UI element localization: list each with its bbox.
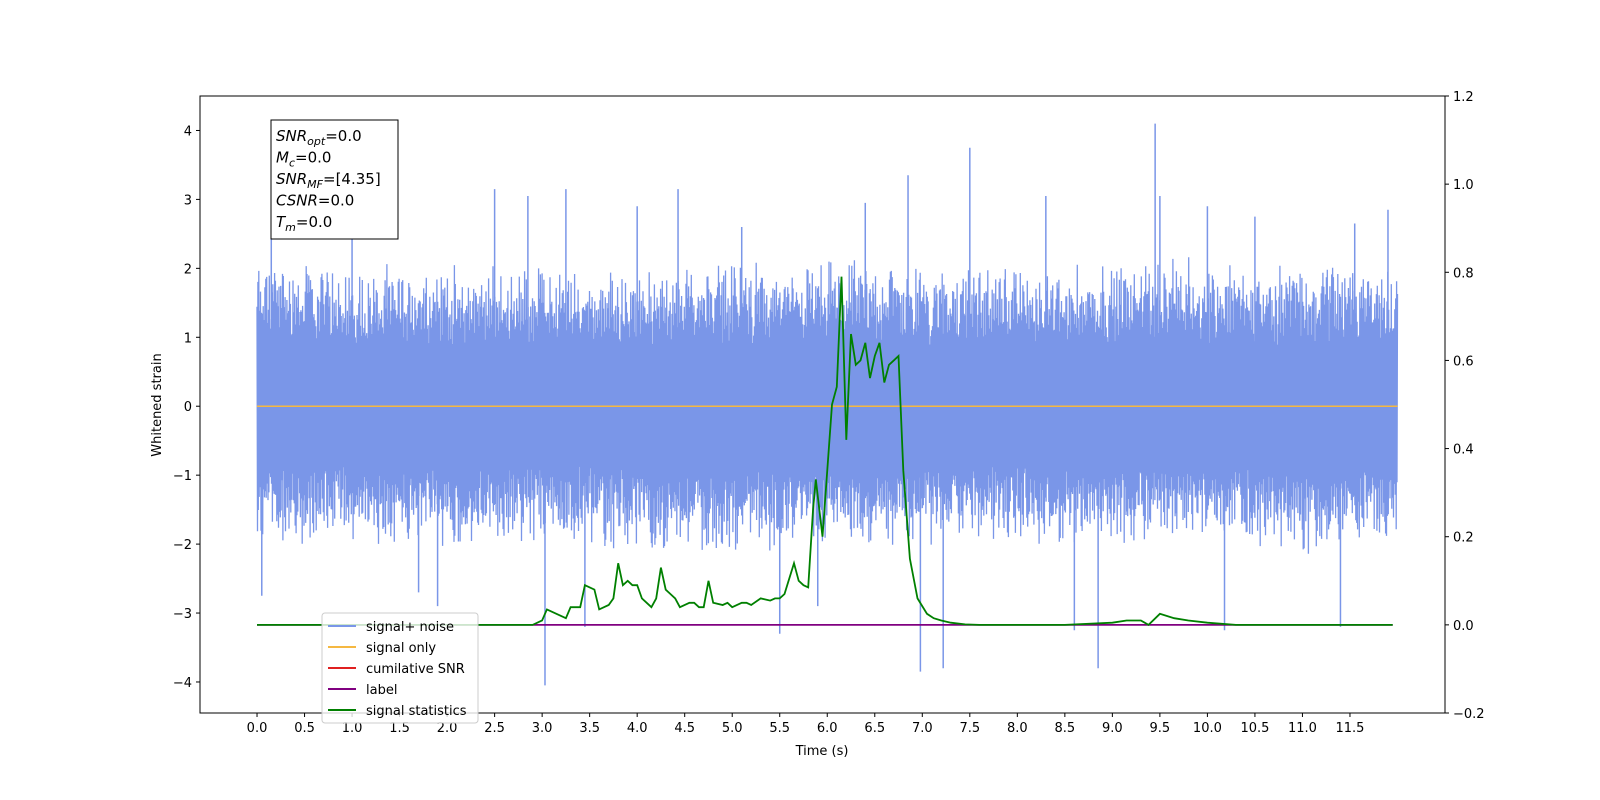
x-tick-label: 4.5 bbox=[674, 721, 695, 736]
x-tick-label: 3.5 bbox=[579, 721, 600, 736]
x-tick-label: 8.5 bbox=[1055, 721, 1076, 736]
legend-entry-label: label bbox=[366, 683, 397, 698]
x-tick-label: 11.0 bbox=[1288, 721, 1317, 736]
x-tick-label: 9.5 bbox=[1150, 721, 1171, 736]
x-tick-label: 5.0 bbox=[722, 721, 743, 736]
annotation-line: Tm=0.0 bbox=[276, 213, 332, 234]
annotation-subscript: m bbox=[285, 221, 296, 234]
y2-tick-label: 1.2 bbox=[1453, 90, 1474, 105]
y2-tick-label: 0.2 bbox=[1453, 531, 1474, 546]
stats-annotation-box: SNRopt=0.0Mc=0.0SNRMF=[4.35]CSNR=0.0Tm=0… bbox=[270, 119, 399, 240]
x-axis-label: Time (s) bbox=[795, 744, 849, 759]
annotation-value: =0.0 bbox=[318, 192, 354, 210]
plot-frame bbox=[199, 95, 1446, 714]
x-tick-label: 4.0 bbox=[627, 721, 648, 736]
y-tick-label: −3 bbox=[173, 607, 192, 622]
x-tick-label: 3.0 bbox=[532, 721, 553, 736]
legend-entry-label: signal only bbox=[366, 641, 436, 656]
y2-tick-label: 0.0 bbox=[1453, 619, 1474, 634]
x-axis: 0.0 0.5 1.0 1.5 2.0 2.5 3.0 3.5 4.0 4.5 5.0 5.5 6.0 6… bbox=[247, 713, 1364, 736]
annotation-symbol: SNR bbox=[276, 127, 307, 145]
y-tick-label: 0 bbox=[184, 400, 192, 415]
y2-tick-label: 0.6 bbox=[1453, 354, 1474, 369]
x-tick-label: 0.0 bbox=[247, 721, 268, 736]
legend: signal+ noise signal only cumilative SNR la… bbox=[321, 612, 479, 724]
legend-entry-label: signal statistics bbox=[366, 704, 467, 719]
y-axis-right: −0.2 0.0 0.2 0.4 0.6 0.8 1.0 1.2 bbox=[1445, 90, 1485, 722]
x-tick-label: 10.0 bbox=[1193, 721, 1222, 736]
annotation-subscript: opt bbox=[307, 135, 326, 148]
annotation-symbol: M bbox=[276, 149, 289, 167]
x-tick-label: 5.5 bbox=[769, 721, 790, 736]
annotation-symbol: T bbox=[276, 213, 287, 231]
y-tick-label: 3 bbox=[184, 193, 192, 208]
x-tick-label: 10.5 bbox=[1240, 721, 1269, 736]
series-layer bbox=[256, 123, 1399, 686]
legend-frame bbox=[321, 612, 479, 724]
y-axis-left: −4 −3 −2 −1 0 1 2 3 4 bbox=[173, 124, 200, 691]
x-tick-label: 2.0 bbox=[437, 721, 458, 736]
annotation-value: =[4.35] bbox=[323, 170, 381, 188]
y2-tick-label: −0.2 bbox=[1453, 707, 1485, 722]
x-tick-label: 1.0 bbox=[342, 721, 363, 736]
y-axis-label: Whitened strain bbox=[150, 353, 165, 456]
x-tick-label: 2.5 bbox=[484, 721, 505, 736]
annotation-line: SNRMF=[4.35] bbox=[276, 170, 381, 191]
annotation-subscript: c bbox=[289, 157, 295, 170]
legend-entry-label: cumilative SNR bbox=[366, 662, 465, 677]
annotation-value: =0.0 bbox=[295, 149, 331, 167]
annotation-value: =0.0 bbox=[296, 213, 332, 231]
x-tick-label: 11.5 bbox=[1335, 721, 1364, 736]
x-tick-label: 0.5 bbox=[294, 721, 315, 736]
annotation-line: Mc=0.0 bbox=[276, 149, 331, 170]
x-tick-label: 7.5 bbox=[959, 721, 980, 736]
annotation-value: =0.0 bbox=[325, 127, 361, 145]
x-tick-label: 7.0 bbox=[912, 721, 933, 736]
annotation-symbol: SNR bbox=[276, 170, 307, 188]
x-tick-label: 9.0 bbox=[1102, 721, 1123, 736]
annotation-symbol: CSNR bbox=[276, 192, 318, 210]
y-tick-label: 4 bbox=[184, 124, 192, 139]
y2-tick-label: 0.4 bbox=[1453, 443, 1474, 458]
series-line-signal-noise bbox=[256, 257, 1399, 554]
y-tick-label: 1 bbox=[184, 331, 192, 346]
annotation-frame bbox=[270, 119, 399, 240]
x-tick-label: 1.5 bbox=[389, 721, 410, 736]
x-tick-label: 8.0 bbox=[1007, 721, 1028, 736]
y-tick-label: −2 bbox=[173, 538, 192, 553]
y-tick-label: 2 bbox=[184, 262, 192, 277]
annotation-subscript: MF bbox=[307, 178, 323, 191]
y-tick-label: −1 bbox=[173, 469, 192, 484]
series-line-signal-statistics bbox=[257, 276, 1393, 627]
x-tick-label: 6.0 bbox=[817, 721, 838, 736]
y-tick-label: −4 bbox=[173, 676, 192, 691]
y2-tick-label: 1.0 bbox=[1453, 178, 1474, 193]
annotation-line: CSNR=0.0 bbox=[276, 192, 354, 210]
y2-tick-label: 0.8 bbox=[1453, 266, 1474, 281]
legend-entry-label: signal+ noise bbox=[366, 620, 454, 635]
annotation-line: SNRopt=0.0 bbox=[276, 127, 362, 148]
x-tick-label: 6.5 bbox=[864, 721, 885, 736]
